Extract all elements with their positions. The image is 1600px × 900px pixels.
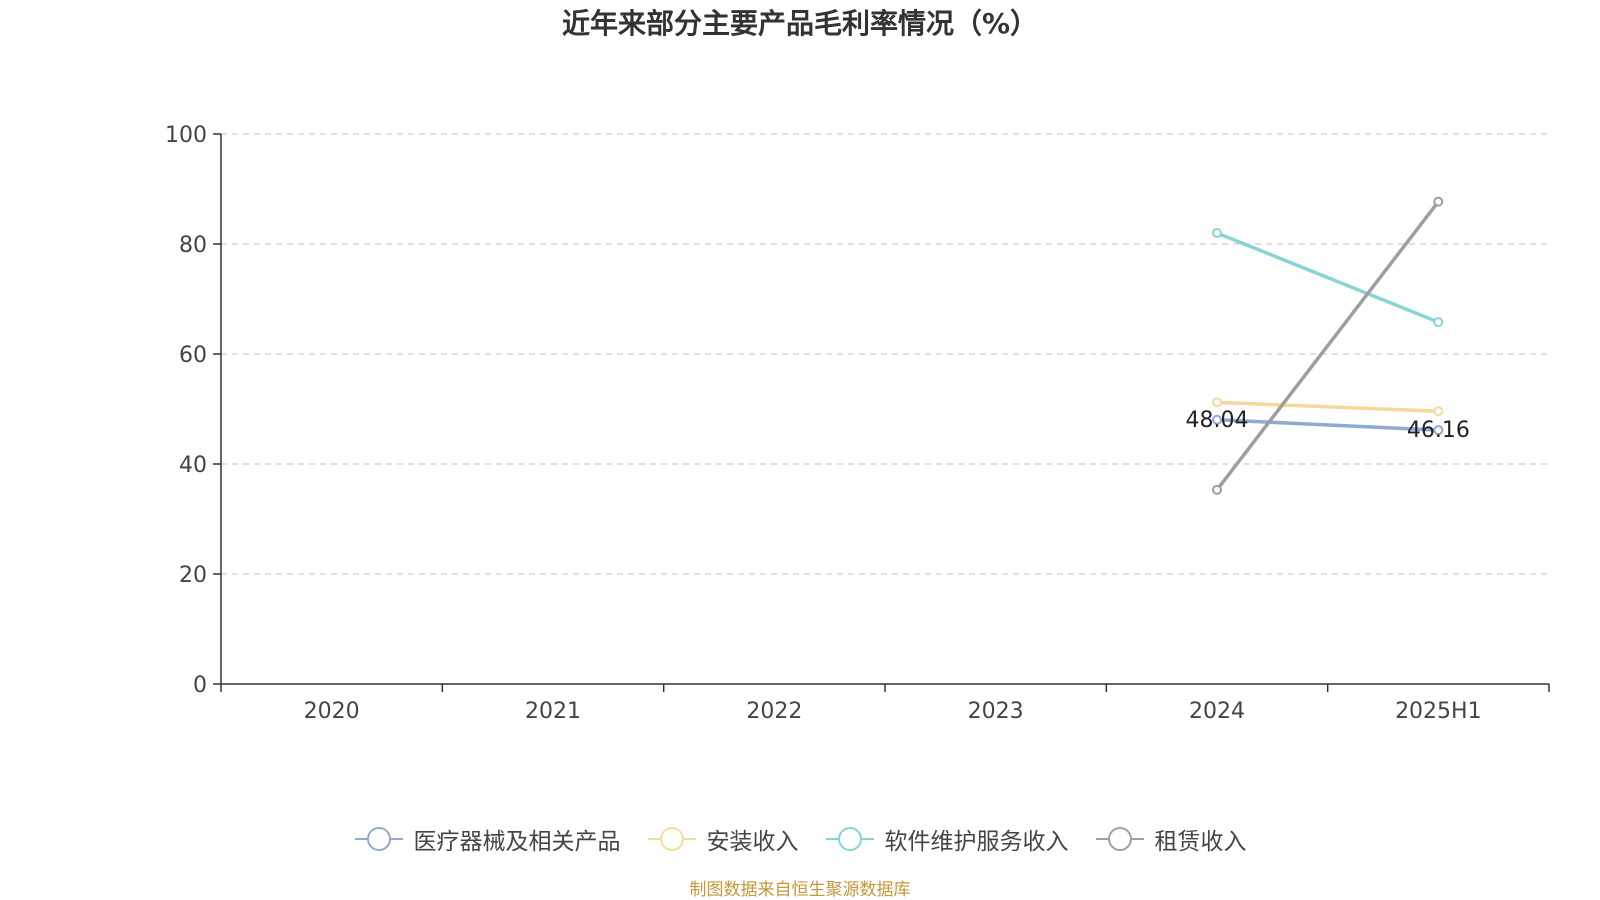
x-tick-label: 2024 <box>1189 699 1245 724</box>
legend: 医疗器械及相关产品 安装收入 软件维护服务收入 租赁收入 <box>0 822 1600 856</box>
data-label-0-4: 48.04 <box>1186 408 1249 433</box>
y-tick-label: 100 <box>165 123 207 148</box>
x-tick-label: 2023 <box>968 699 1024 724</box>
x-tick-label: 2025H1 <box>1395 699 1482 724</box>
series-line-0 <box>1215 418 1441 432</box>
x-tick-label: 2022 <box>746 699 802 724</box>
legend-marker-icon <box>354 827 403 851</box>
x-tick-label: 2021 <box>525 699 581 724</box>
y-tick-label: 80 <box>179 233 207 258</box>
data-point-3-4 <box>1212 484 1222 495</box>
data-label-0-5: 46.16 <box>1407 418 1470 443</box>
data-point-2-5 <box>1433 317 1444 328</box>
chart-title: 近年来部分主要产品毛利率情况（%） <box>561 7 1039 40</box>
legend-item-1[interactable]: 安装收入 <box>647 822 799 856</box>
y-tick-label: 60 <box>179 343 207 368</box>
y-tick-label: 0 <box>193 673 207 698</box>
series-line-2 <box>1215 231 1441 324</box>
legend-label: 安装收入 <box>706 829 799 855</box>
data-point-2-4 <box>1212 228 1222 238</box>
legend-marker-icon <box>647 827 696 851</box>
legend-marker-icon <box>1095 827 1144 851</box>
x-tick-label: 2020 <box>304 699 360 724</box>
data-point-0-5 <box>1433 425 1444 436</box>
series-line-1 <box>1215 400 1441 413</box>
legend-item-2[interactable]: 软件维护服务收入 <box>825 822 1069 856</box>
legend-label: 医疗器械及相关产品 <box>413 829 621 855</box>
data-point-3-5 <box>1433 196 1444 207</box>
y-tick-label: 20 <box>179 563 207 588</box>
legend-item-3[interactable]: 租赁收入 <box>1095 822 1247 856</box>
series-line-3 <box>1215 199 1441 492</box>
legend-item-0[interactable]: 医疗器械及相关产品 <box>354 822 621 856</box>
legend-label: 租赁收入 <box>1154 829 1247 855</box>
line-chart: 0 20 40 60 80 100 2020 2021 2022 2023 2024 2025H1 48… <box>165 123 1550 724</box>
y-tick-label: 40 <box>179 453 207 478</box>
legend-label: 软件维护服务收入 <box>884 829 1069 855</box>
source-note: 制图数据来自恒生聚源数据库 <box>689 880 911 900</box>
data-point-1-4 <box>1212 397 1222 408</box>
data-point-1-5 <box>1433 406 1444 417</box>
legend-marker-icon <box>825 827 874 851</box>
data-point-0-4 <box>1212 414 1222 425</box>
